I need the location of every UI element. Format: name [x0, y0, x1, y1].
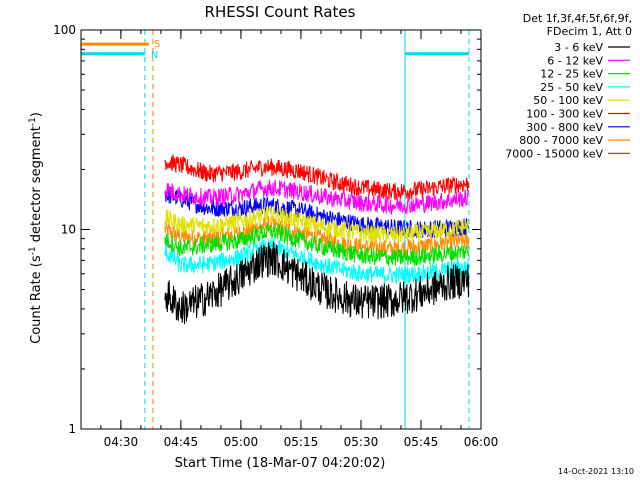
y-axis: 1 10 100	[53, 23, 481, 436]
series-line-1	[164, 179, 470, 216]
series-line-4	[164, 205, 470, 244]
legend-item-label: 25 - 50 keV	[540, 81, 603, 94]
x-tick-label: 05:00	[224, 435, 259, 449]
plot-area: SN	[80, 30, 470, 429]
x-tick-label: 06:00	[464, 435, 499, 449]
series-line-3	[164, 238, 470, 284]
series-line-5	[164, 154, 470, 200]
chart-title: RHESSI Count Rates	[205, 3, 356, 21]
legend-item-label: 50 - 100 keV	[533, 94, 603, 107]
x-axis-title: Start Time (18-Mar-07 04:20:02)	[175, 456, 386, 471]
x-tick-label: 05:30	[344, 435, 379, 449]
y-axis-title: Count Rate (s-1 detector segment-1)	[28, 112, 44, 344]
legend-item-label: 100 - 300 keV	[526, 108, 603, 121]
x-tick-label: 05:45	[404, 435, 439, 449]
series-line-6	[164, 187, 470, 239]
series-line-0	[164, 241, 470, 325]
x-tick-label: 04:30	[104, 435, 139, 449]
x-tick-label: 05:15	[284, 435, 319, 449]
attenuator-flag-label: S	[154, 39, 160, 50]
y-tick-label: 1	[68, 422, 76, 436]
x-tick-label: 04:45	[164, 435, 199, 449]
legend-item-label: 6 - 12 keV	[547, 54, 603, 67]
legend-item-label: 12 - 25 keV	[540, 68, 603, 81]
y-tick-label: 100	[53, 23, 76, 37]
x-axis: 04:30 04:45 05:00 05:15 05:30 05:45 06:00	[100, 30, 499, 449]
series-line-2	[164, 222, 470, 268]
legend-item-label: 3 - 6 keV	[554, 41, 603, 54]
saa-flag-label: N	[151, 50, 158, 61]
legend-item-label: 300 - 800 keV	[526, 121, 603, 134]
legend-item-label: 7000 - 15000 keV	[505, 147, 603, 160]
footer-timestamp: 14-Oct-2021 13:10	[558, 467, 634, 476]
legend-header-line-1: Det 1f,3f,4f,5f,6f,9f,	[523, 12, 632, 25]
legend-item-label: 800 - 7000 keV	[519, 134, 603, 147]
y-tick-label: 10	[61, 223, 76, 237]
legend: Det 1f,3f,4f,5f,6f,9f, FDecim 1, Att 0 3…	[505, 12, 632, 160]
legend-header-line-2: FDecim 1, Att 0	[547, 25, 632, 38]
